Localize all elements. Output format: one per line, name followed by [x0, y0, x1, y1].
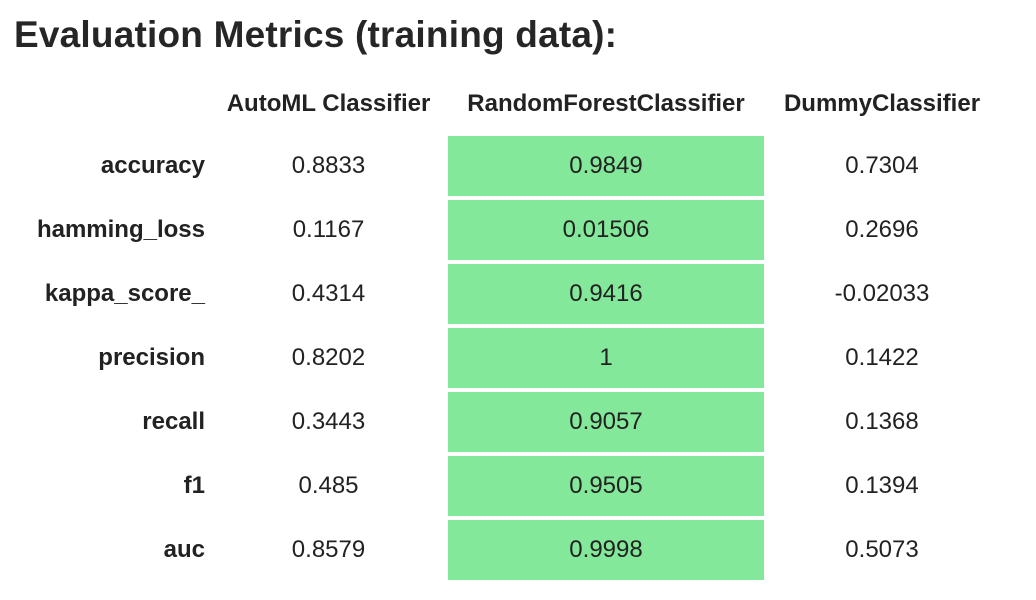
- table-cell: 0.7304: [845, 152, 919, 179]
- table-row: auc 0.8579 0.9998 0.5073: [0, 520, 1036, 580]
- table-cell: 0.5073: [845, 536, 919, 563]
- table-cell-highlighted: 0.9998: [448, 520, 764, 580]
- table-cell-highlighted: 1: [448, 328, 764, 388]
- table-cell: 0.1422: [845, 344, 919, 371]
- table-cell: 0.2696: [845, 216, 919, 243]
- table-cell: 0.4314: [291, 280, 366, 307]
- row-label: auc: [163, 536, 205, 563]
- row-label: recall: [142, 408, 205, 435]
- table-row: precision 0.8202 1 0.1422: [0, 328, 1036, 388]
- table-cell: 0.1167: [292, 216, 365, 243]
- table-cell-highlighted: 0.9057: [448, 392, 764, 452]
- table-cell: 0.8579: [291, 536, 366, 563]
- table-cell-highlighted: 0.9505: [448, 456, 764, 516]
- column-header-randomforest: RandomForestClassifier: [467, 90, 745, 117]
- table-cell-highlighted: 0.01506: [448, 200, 764, 260]
- table-row: recall 0.3443 0.9057 0.1368: [0, 392, 1036, 452]
- table-cell: 0.485: [298, 472, 359, 499]
- column-header-automl: AutoML Classifier: [226, 90, 431, 117]
- table-cell: 0.8202: [291, 344, 366, 371]
- row-label: kappa_score_: [44, 280, 205, 307]
- table-row: f1 0.485 0.9505 0.1394: [0, 456, 1036, 516]
- table-cell-highlighted: 0.9849: [448, 136, 764, 196]
- table-row: kappa_score_ 0.4314 0.9416 -0.02033: [0, 264, 1036, 324]
- table-cell: 0.3443: [291, 408, 366, 435]
- page-title: Evaluation Metrics (training data):: [14, 14, 618, 55]
- table-cell: 0.1368: [845, 408, 919, 435]
- table-row: hamming_loss 0.1167 0.01506 0.2696: [0, 200, 1036, 260]
- table-cell-highlighted: 0.9416: [448, 264, 764, 324]
- table-row: accuracy 0.8833 0.9849 0.7304: [0, 136, 1036, 196]
- column-header-dummy: DummyClassifier: [783, 90, 981, 117]
- table-cell: 0.8833: [291, 152, 366, 179]
- row-label: precision: [98, 344, 205, 371]
- row-label: accuracy: [100, 152, 205, 179]
- row-label: hamming_loss: [36, 216, 205, 243]
- row-label: f1: [183, 472, 205, 499]
- table-cell: -0.02033: [834, 280, 930, 307]
- table-cell: 0.1394: [845, 472, 919, 499]
